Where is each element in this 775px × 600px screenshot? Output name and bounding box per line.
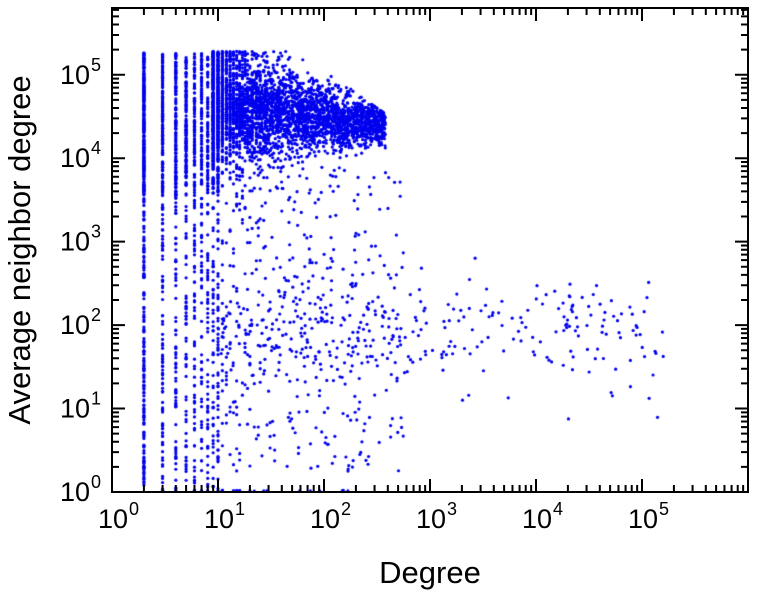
y-axis-label: Average neighbor degree (2, 75, 37, 424)
y-tick-label: 100 (60, 472, 101, 507)
x-axis-label: Degree (379, 555, 481, 590)
tick-mark-path (111, 8, 749, 493)
y-tick-label: 102 (60, 305, 101, 340)
x-tick-label: 100 (98, 499, 139, 534)
x-tick-label: 104 (522, 499, 563, 534)
x-tick-label: 102 (310, 499, 351, 534)
y-tick-label: 103 (60, 222, 101, 257)
tick-marks (111, 8, 749, 493)
plot-frame (111, 7, 749, 493)
x-tick-label: 105 (628, 499, 669, 534)
x-tick-label: 103 (416, 499, 457, 534)
y-tick-label: 104 (60, 138, 101, 173)
y-tick-label: 105 (60, 55, 101, 90)
tick-labels: 100 101 102 103 104 105 100 101 102 103 104 105 (60, 55, 669, 534)
x-tick-label: 101 (204, 499, 245, 534)
y-tick-label: 101 (60, 389, 101, 424)
